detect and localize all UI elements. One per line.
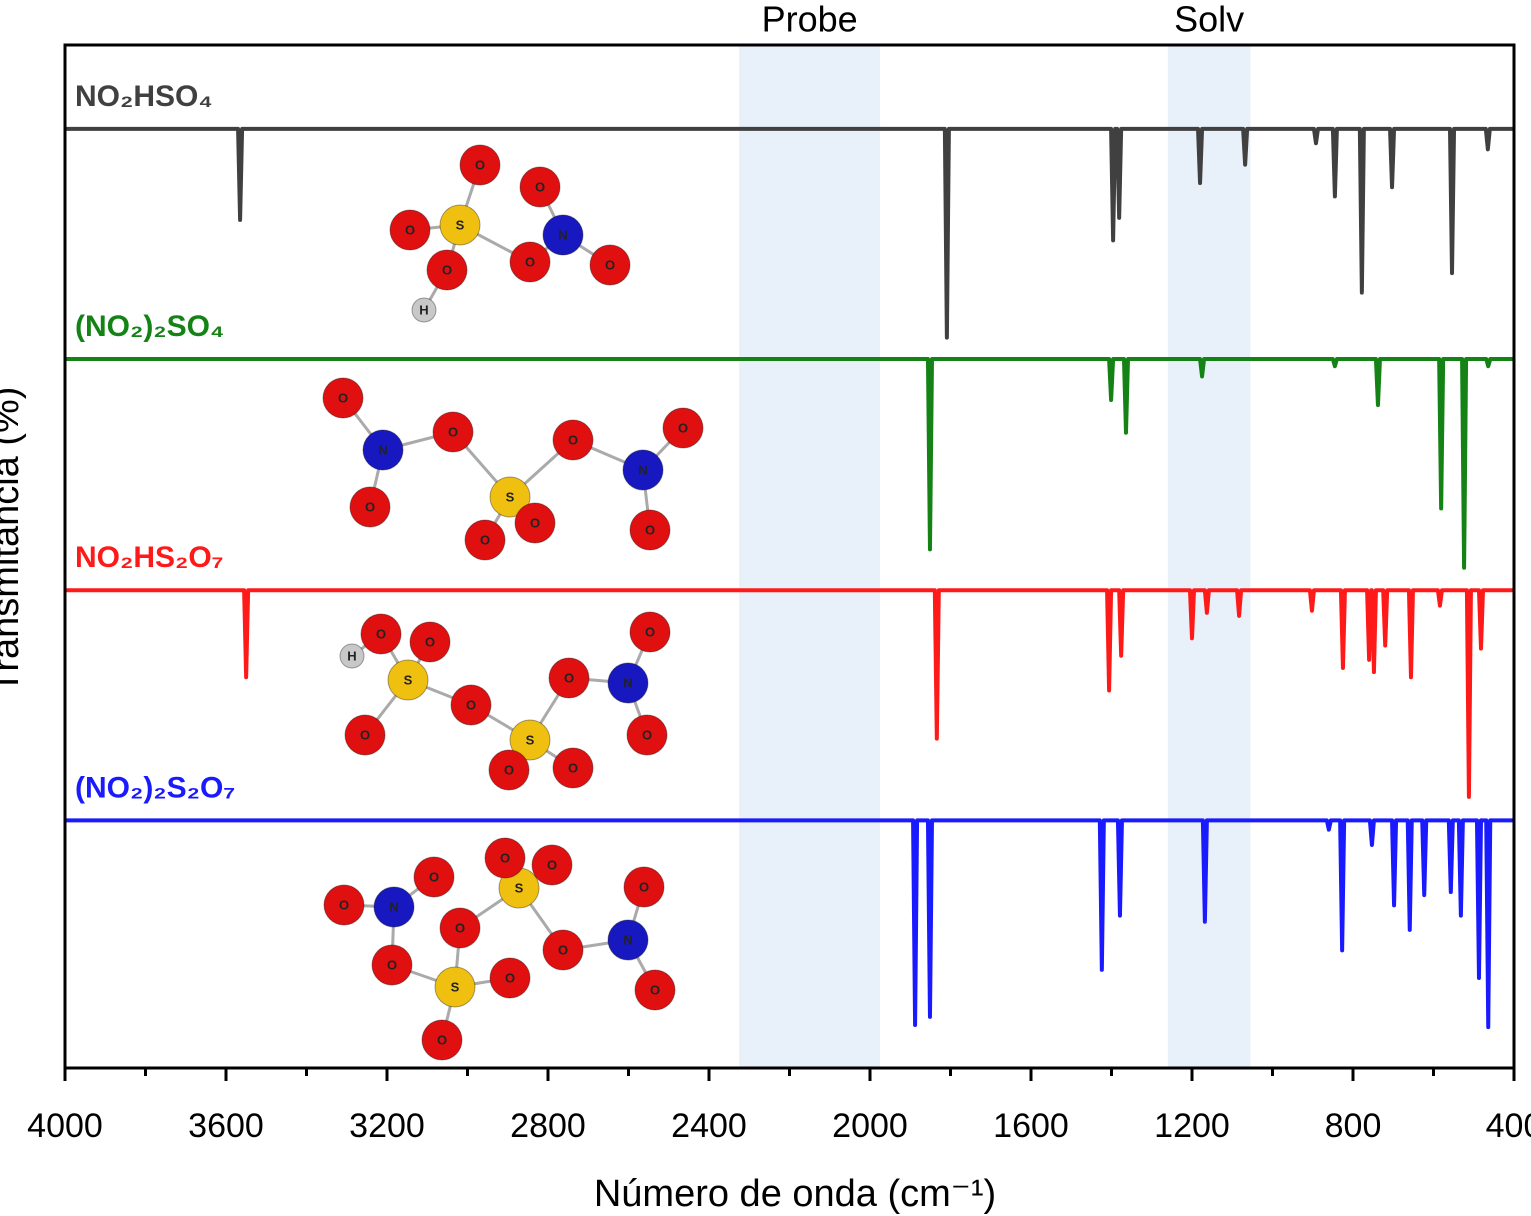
atom-label: O	[338, 390, 348, 405]
atom-label: O	[639, 879, 649, 894]
atom-label: O	[442, 262, 452, 277]
atom-label: S	[404, 672, 413, 687]
atom-label: O	[568, 432, 578, 447]
band	[1168, 45, 1251, 1068]
atom-label: O	[535, 179, 545, 194]
series-label: (NO₂)₂S₂O₇	[75, 771, 235, 804]
x-tick-label: 1200	[1154, 1107, 1230, 1145]
atom-label: O	[448, 424, 458, 439]
atom-label: O	[558, 942, 568, 957]
atom-label: O	[642, 727, 652, 742]
atom-label: S	[526, 732, 535, 747]
atom-label: S	[456, 217, 465, 232]
x-tick-label: 800	[1325, 1107, 1382, 1145]
atom-label: S	[451, 979, 460, 994]
band-label: Probe	[762, 0, 858, 40]
atom-label: O	[437, 1032, 447, 1047]
atom-label: O	[455, 920, 465, 935]
band	[739, 45, 880, 1068]
chart: OSOOHONOOONOOSOOONOOHOOSOOSOOONOOONOOSOO…	[0, 0, 1531, 1216]
atom-label: H	[419, 302, 428, 317]
x-tick-label: 4000	[27, 1107, 103, 1145]
atom-label: O	[480, 532, 490, 547]
atom-label: N	[623, 932, 632, 947]
atom-label: O	[405, 222, 415, 237]
x-tick-label: 3200	[349, 1107, 425, 1145]
x-tick-label: 2000	[832, 1107, 908, 1145]
atom-label: N	[389, 899, 398, 914]
atom-label: O	[605, 257, 615, 272]
series-label: NO₂HS₂O₇	[75, 541, 224, 574]
y-axis-label: Transmitância (%)	[0, 387, 27, 694]
atom-label: N	[623, 675, 632, 690]
atom-label: O	[475, 157, 485, 172]
atom-label: O	[547, 857, 557, 872]
atom-label: O	[500, 850, 510, 865]
atom-label: O	[360, 727, 370, 742]
atom-label: O	[505, 970, 515, 985]
atom-label: O	[645, 624, 655, 639]
x-tick-label: 2800	[510, 1107, 586, 1145]
atom-label: S	[515, 880, 524, 895]
atom-label: O	[429, 869, 439, 884]
atom-label: O	[678, 420, 688, 435]
atom-label: O	[466, 697, 476, 712]
atom-label: O	[525, 254, 535, 269]
atom-label: O	[365, 499, 375, 514]
x-tick-label: 400	[1486, 1107, 1531, 1145]
atom-label: H	[347, 648, 356, 663]
page: {"chart_data": { "type": "line", "x_labe…	[0, 0, 1531, 1216]
bands	[739, 45, 1250, 1068]
x-axis-label: Número de onda (cm⁻¹)	[594, 1173, 996, 1215]
band-label: Solv	[1174, 0, 1244, 40]
atom-label: O	[504, 762, 514, 777]
atom-label: S	[506, 489, 515, 504]
atom-label: O	[568, 760, 578, 775]
atom-label: N	[378, 442, 387, 457]
atom-label: O	[650, 982, 660, 997]
x-tick-label: 3600	[188, 1107, 264, 1145]
series-label: (NO₂)₂SO₄	[75, 310, 224, 343]
atom-label: O	[339, 897, 349, 912]
atom-label: O	[376, 626, 386, 641]
atom-label: O	[645, 522, 655, 537]
atom-label: N	[638, 462, 647, 477]
atom-label: O	[564, 670, 574, 685]
series-label: NO₂HSO₄	[75, 80, 213, 113]
atom-label: O	[425, 634, 435, 649]
x-tick-label: 1600	[993, 1107, 1069, 1145]
atom-label: O	[530, 515, 540, 530]
atom-label: N	[558, 227, 567, 242]
atom-label: O	[387, 957, 397, 972]
x-tick-label: 2400	[671, 1107, 747, 1145]
